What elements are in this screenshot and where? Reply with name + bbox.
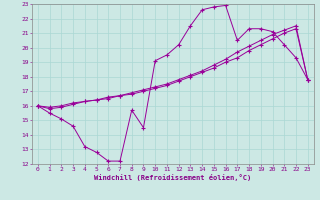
X-axis label: Windchill (Refroidissement éolien,°C): Windchill (Refroidissement éolien,°C) — [94, 174, 252, 181]
